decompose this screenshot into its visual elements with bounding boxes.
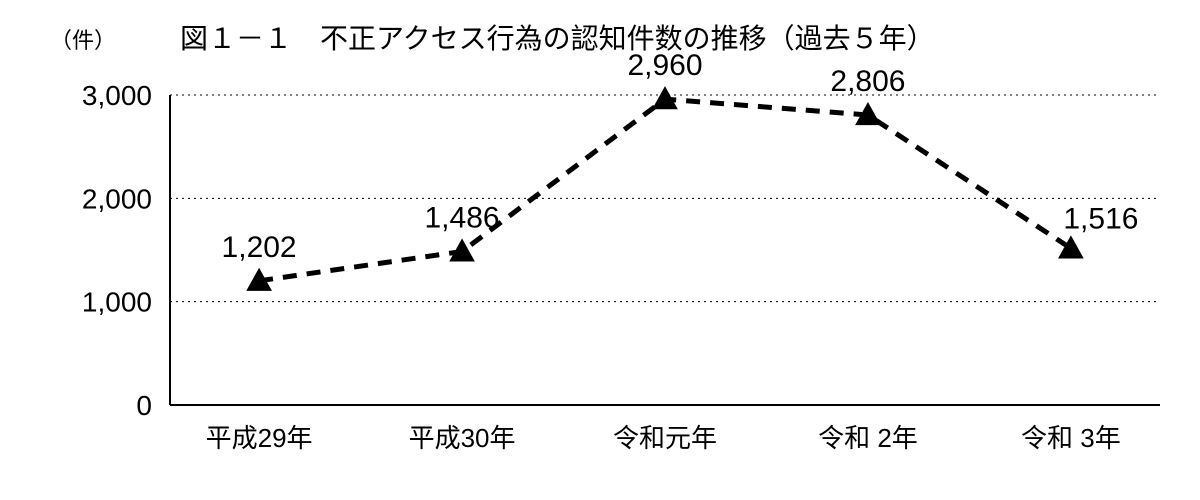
data-label: 2,960: [627, 49, 702, 82]
x-tick-label: 令和 2年: [818, 423, 918, 453]
data-label: 1,516: [1063, 202, 1138, 235]
data-label: 2,806: [830, 65, 905, 98]
x-tick-label: 平成29年: [206, 423, 313, 453]
data-line: [259, 99, 1071, 281]
y-tick-label: 3,000: [82, 80, 152, 111]
x-tick-label: 平成30年: [409, 423, 516, 453]
x-tick-label: 令和元年: [613, 423, 717, 453]
chart-title: 図１－１ 不正アクセス行為の認知件数の推移（過去５年）: [180, 23, 935, 54]
chart-svg: 図１－１ 不正アクセス行為の認知件数の推移（過去５年） （件） 0 1,000 2,00…: [0, 0, 1200, 500]
chart-container: 図１－１ 不正アクセス行為の認知件数の推移（過去５年） （件） 0 1,000 2,00…: [0, 0, 1200, 500]
data-label: 1,486: [425, 201, 500, 234]
unit-label: （件）: [50, 28, 116, 53]
data-marker: [1059, 236, 1083, 258]
data-label: 1,202: [222, 231, 297, 264]
y-tick-label: 0: [136, 390, 152, 421]
x-tick-label: 令和 3年: [1021, 423, 1121, 453]
y-tick-label: 1,000: [82, 287, 152, 318]
y-tick-label: 2,000: [82, 183, 152, 214]
